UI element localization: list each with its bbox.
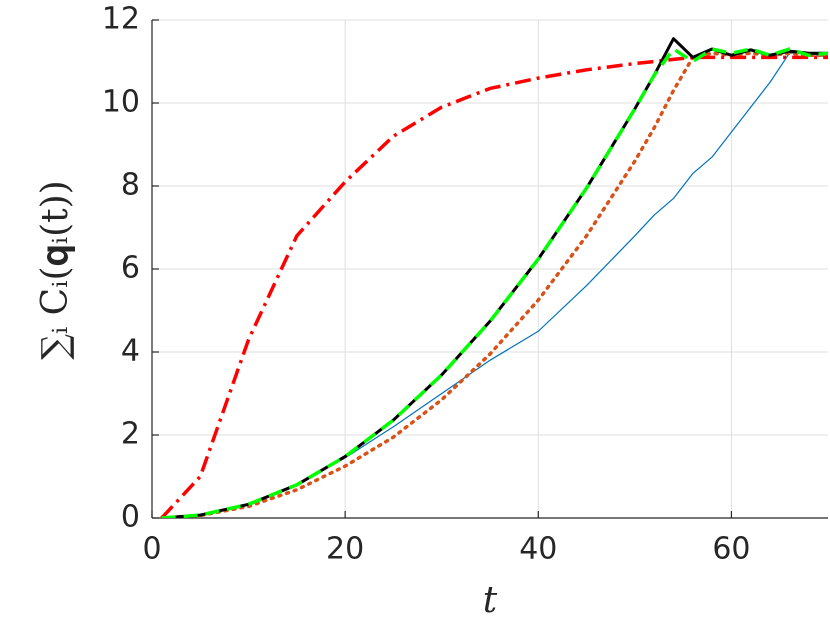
x-axis-label: t [483,580,498,621]
x-tick-label: 0 [142,532,161,567]
y-tick-label: 0 [121,500,140,535]
series-line [161,37,828,518]
y-tick-label: 8 [121,168,140,203]
y-tick-label: 12 [102,2,140,37]
y-tick-label: 6 [121,251,140,286]
y-tick-label: 4 [121,334,140,369]
series-line [160,55,828,518]
series-line [159,51,828,518]
y-axis-label: ∑ᵢ Cᵢ(𝐪ᵢ(t)) [35,180,76,359]
y-tick-label: 10 [102,85,140,120]
y-tick-label: 2 [121,417,140,452]
x-tick-label: 40 [519,532,557,567]
series-line [161,47,828,518]
x-tick-label: 20 [326,532,364,567]
series-line [161,52,828,518]
x-tick-label: 60 [712,532,750,567]
